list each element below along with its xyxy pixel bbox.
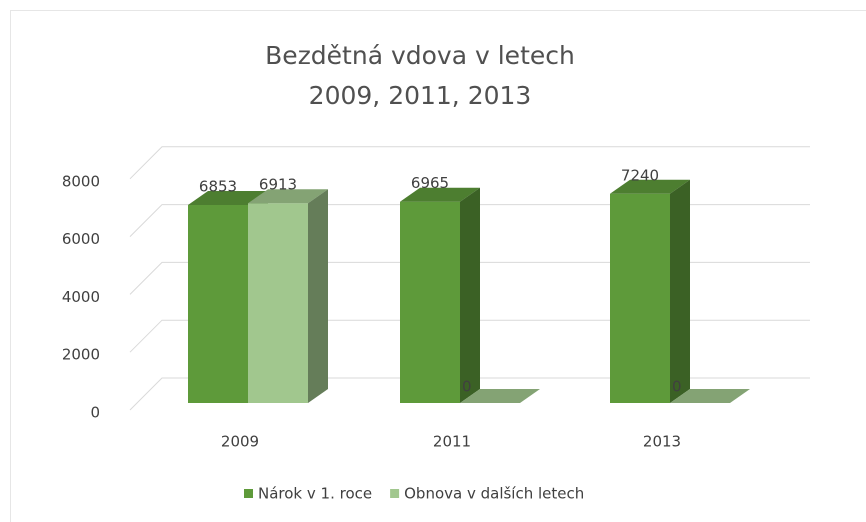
grid-line bbox=[129, 204, 810, 237]
data-label: 6853 bbox=[199, 177, 237, 195]
bar-front bbox=[248, 203, 308, 403]
bar bbox=[400, 187, 480, 403]
bar-top bbox=[248, 189, 328, 204]
bar-side bbox=[670, 179, 690, 403]
data-label: 7240 bbox=[621, 166, 659, 184]
data-label: 0 bbox=[462, 378, 472, 396]
data-label: 6913 bbox=[259, 176, 297, 194]
bar-front bbox=[188, 204, 248, 403]
chart-border bbox=[10, 10, 866, 522]
grid-line bbox=[129, 377, 810, 411]
grid-line bbox=[129, 146, 810, 180]
bar-top bbox=[460, 389, 540, 403]
bar-side bbox=[308, 189, 328, 403]
bar-front bbox=[400, 201, 460, 403]
data-label: 6965 bbox=[411, 174, 449, 192]
y-tick-label: 8000 bbox=[62, 172, 100, 190]
y-tick-label: 4000 bbox=[62, 288, 100, 306]
legend-label: Nárok v 1. roce bbox=[258, 485, 372, 503]
bar-top bbox=[610, 179, 690, 194]
legend-label: Obnova v dalších letech bbox=[404, 485, 584, 503]
bar bbox=[460, 389, 540, 403]
data-label: 0 bbox=[672, 378, 682, 396]
x-tick-label: 2013 bbox=[643, 433, 681, 451]
legend-swatch bbox=[390, 489, 400, 498]
grid-line bbox=[129, 261, 810, 295]
bar bbox=[610, 179, 690, 403]
y-tick-label: 2000 bbox=[62, 346, 100, 364]
x-tick-label: 2009 bbox=[221, 433, 259, 451]
grid-line bbox=[129, 319, 810, 353]
bar-front bbox=[610, 193, 670, 403]
bar-side bbox=[460, 187, 480, 403]
bar-top bbox=[670, 389, 750, 403]
bar-top bbox=[400, 187, 480, 202]
bar bbox=[670, 389, 750, 403]
y-tick-label: 0 bbox=[90, 404, 100, 422]
bar-top bbox=[188, 190, 268, 205]
y-tick-label: 6000 bbox=[62, 230, 100, 248]
x-tick-label: 2011 bbox=[433, 433, 471, 451]
bar bbox=[248, 189, 328, 403]
chart-title: Bezdětná vdova v letech 2009, 2011, 2013 bbox=[265, 41, 575, 110]
legend-swatch bbox=[244, 489, 253, 498]
